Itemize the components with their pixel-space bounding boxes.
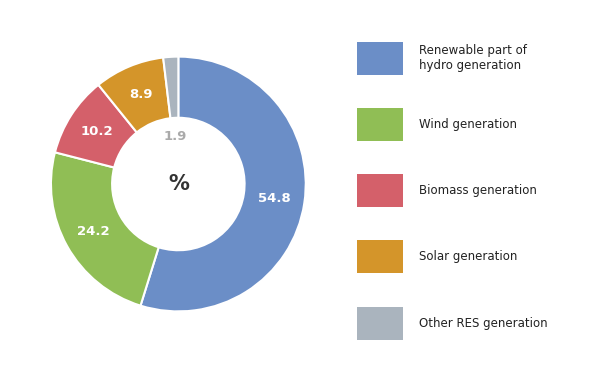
Text: 10.2: 10.2 [81,125,113,138]
Text: 8.9: 8.9 [129,88,153,101]
Text: Other RES generation: Other RES generation [419,316,547,330]
Text: Biomass generation: Biomass generation [419,184,536,197]
Text: Renewable part of
hydro generation: Renewable part of hydro generation [419,44,526,72]
Wedge shape [98,57,170,132]
Bar [357,307,403,340]
Text: 54.8: 54.8 [258,192,290,205]
Text: 24.2: 24.2 [77,225,110,238]
Bar [357,174,403,207]
Bar [357,240,403,273]
Text: Solar generation: Solar generation [419,250,517,263]
Bar [357,108,403,141]
Wedge shape [51,152,159,306]
Text: %: % [168,174,189,194]
Text: 1.9: 1.9 [164,130,187,143]
Wedge shape [140,57,306,311]
Bar [357,42,403,75]
Wedge shape [163,57,178,118]
Text: Wind generation: Wind generation [419,118,517,131]
Wedge shape [55,85,137,167]
